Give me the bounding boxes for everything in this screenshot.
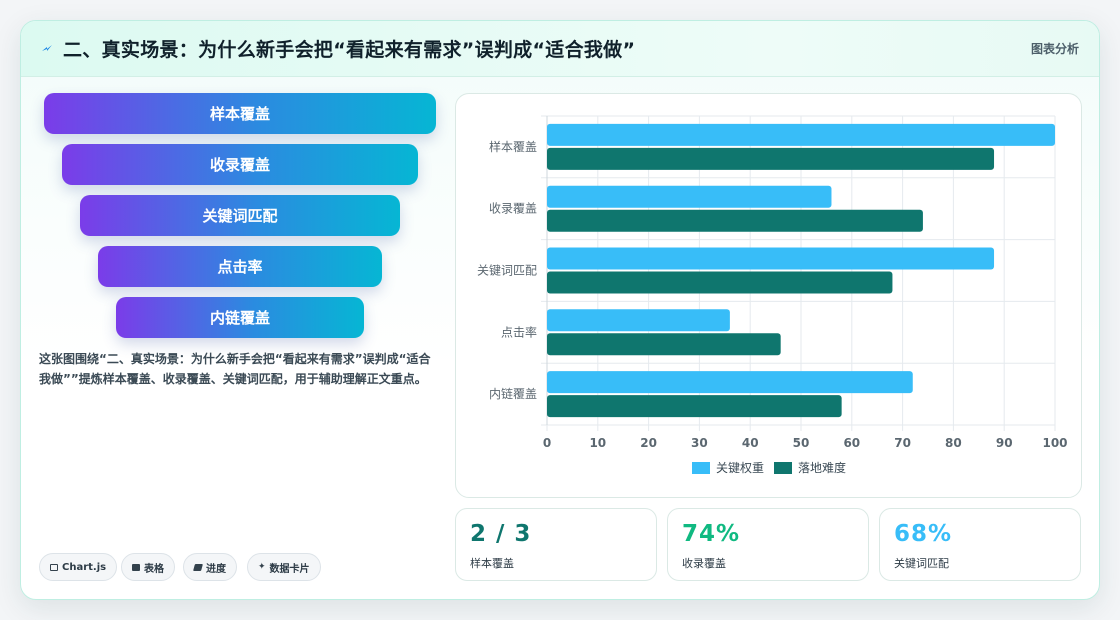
- chart-panel: 0 10 20 30 40 50 60 70 80 90 100 样本覆盖收录覆盖关键词匹配点击率内链…: [455, 93, 1082, 498]
- chip-sparkle[interactable]: ✦ 数据卡片: [247, 553, 321, 581]
- kpi-card: 74% 收录覆盖: [667, 508, 869, 581]
- chip-progress[interactable]: 进度: [183, 553, 237, 581]
- x-tick-label: 80: [945, 436, 962, 450]
- chip-label: 数据卡片: [269, 563, 310, 575]
- bar-landing-difficulty: [547, 209, 923, 232]
- kpi-card: 68% 关键词匹配: [879, 508, 1081, 581]
- x-tick-label: 70: [894, 436, 911, 450]
- chip-table[interactable]: 表格: [121, 553, 175, 581]
- bar-landing-difficulty: [547, 271, 893, 294]
- kpi-card: 2 / 3 样本覆盖: [455, 508, 657, 581]
- kpi-label: 收录覆盖: [682, 557, 726, 570]
- x-tick-label: 0: [543, 436, 551, 450]
- x-tick-label: 40: [742, 436, 759, 450]
- kpi-value: 74%: [682, 521, 741, 547]
- kpi-value: 68%: [894, 521, 953, 547]
- bar-landing-difficulty: [547, 333, 781, 356]
- chip-chart[interactable]: Chart.js: [39, 553, 118, 581]
- table-icon: [132, 563, 140, 571]
- chart-analysis-tag: 图表分析: [1030, 42, 1079, 56]
- x-tick-label: 50: [793, 436, 810, 450]
- header: 二、真实场景：为什么新手会把“看起来有需求”误判成“适合我做” 图表分析: [21, 21, 1099, 77]
- chip-label: 进度: [206, 563, 226, 575]
- y-tick-label: 内链覆盖: [489, 386, 537, 401]
- y-tick-label: 关键词匹配: [477, 264, 537, 278]
- legend-label: 关键权重: [716, 461, 764, 475]
- legend-swatch: [692, 462, 710, 474]
- x-tick-label: 20: [640, 436, 657, 450]
- sparkle-icon: ✦: [258, 562, 266, 572]
- legend-label: 落地难度: [798, 460, 846, 475]
- y-tick-label: 点击率: [501, 324, 537, 339]
- legend-swatch: [774, 462, 792, 474]
- bar-key-weight: [547, 309, 730, 332]
- x-tick-label: 30: [691, 436, 708, 450]
- bar-landing-difficulty: [547, 395, 842, 418]
- y-tick-label: 样本覆盖: [489, 139, 537, 154]
- progress-icon: [193, 563, 203, 571]
- funnel-step: 样本覆盖: [44, 93, 436, 134]
- bar-key-weight: [547, 247, 995, 270]
- chip-label: 表格: [144, 563, 164, 575]
- x-tick-label: 90: [996, 436, 1013, 450]
- bar-landing-difficulty: [547, 147, 995, 170]
- chip-label: Chart.js: [62, 561, 107, 573]
- x-tick-label: 100: [1042, 436, 1067, 450]
- x-tick-label: 60: [843, 436, 860, 450]
- bar-chart: 0 10 20 30 40 50 60 70 80 90 100 样本覆盖收录覆盖关键词匹配点击率内链…: [477, 115, 1068, 475]
- funnel-step: 收录覆盖: [62, 144, 418, 185]
- funnel-step: 内链覆盖: [116, 297, 364, 338]
- main-card: 二、真实场景：为什么新手会把“看起来有需求”误判成“适合我做” 图表分析 样本覆…: [20, 20, 1100, 600]
- kpi-value: 2 / 3: [470, 521, 532, 547]
- funnel-step: 点击率: [98, 246, 382, 287]
- bar-key-weight: [547, 185, 832, 208]
- kpi-label: 样本覆盖: [470, 557, 514, 570]
- x-tick-label: 10: [589, 436, 606, 450]
- bar-key-weight: [547, 123, 1055, 146]
- y-tick-label: 收录覆盖: [489, 202, 537, 216]
- chart-icon: [50, 563, 58, 571]
- kpi-label: 关键词匹配: [894, 557, 949, 570]
- description: 这张图围绕“二、真实场景：为什么新手会把“看起来有需求”误判成“适合我做””提炼…: [39, 352, 431, 386]
- funnel-step: 关键词匹配: [80, 195, 400, 236]
- lightning-icon: [42, 45, 52, 51]
- page-title: 二、真实场景：为什么新手会把“看起来有需求”误判成“适合我做”: [63, 39, 636, 61]
- bar-key-weight: [547, 371, 913, 394]
